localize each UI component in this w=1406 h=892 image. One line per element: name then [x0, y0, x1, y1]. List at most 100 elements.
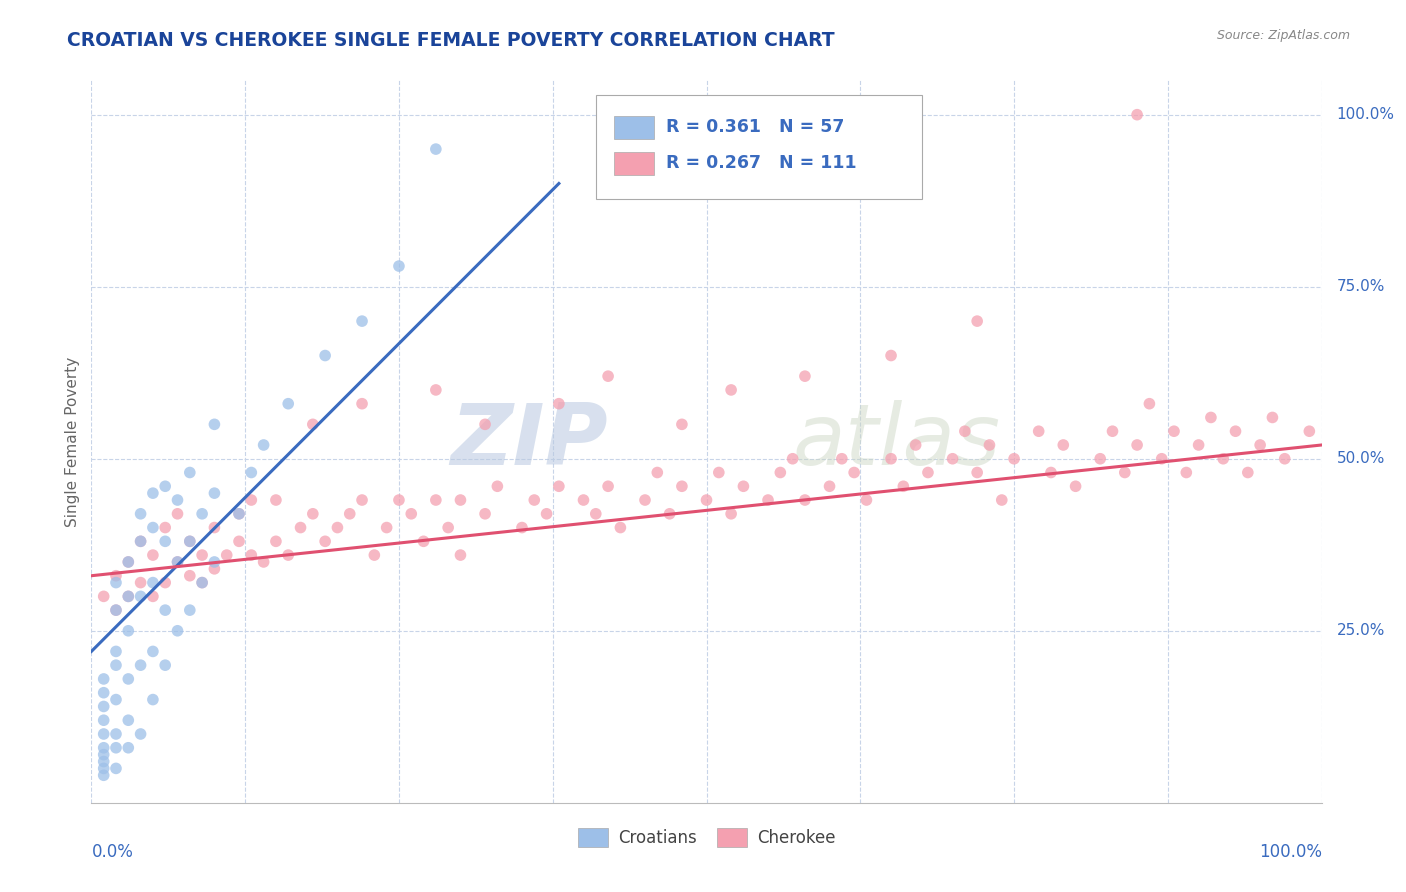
Point — [474, 417, 496, 432]
Point — [142, 575, 165, 590]
Text: 0.0%: 0.0% — [91, 843, 134, 861]
Point — [105, 740, 127, 755]
Point — [596, 479, 619, 493]
Point — [1298, 424, 1320, 438]
Point — [93, 755, 115, 769]
Point — [449, 548, 471, 562]
Point — [1126, 108, 1149, 122]
Point — [179, 534, 201, 549]
Point — [695, 493, 717, 508]
Point — [240, 466, 263, 480]
Point — [880, 349, 903, 363]
Point — [1175, 466, 1198, 480]
Point — [388, 259, 411, 273]
Point — [93, 672, 115, 686]
Point — [301, 507, 323, 521]
Point — [153, 534, 177, 549]
Text: 100.0%: 100.0% — [1336, 107, 1395, 122]
Point — [93, 727, 115, 741]
Point — [264, 493, 287, 508]
Point — [486, 479, 509, 493]
Point — [399, 507, 422, 521]
Point — [142, 692, 165, 706]
Point — [93, 713, 115, 727]
Point — [142, 590, 165, 604]
Point — [93, 590, 115, 604]
Point — [1052, 438, 1074, 452]
Point — [105, 761, 127, 775]
Point — [129, 658, 152, 673]
Point — [953, 424, 976, 438]
Point — [129, 590, 152, 604]
Point — [793, 369, 815, 384]
Point — [572, 493, 595, 508]
Text: 50.0%: 50.0% — [1336, 451, 1385, 467]
Point — [191, 507, 214, 521]
Point — [1237, 466, 1260, 480]
Point — [166, 493, 188, 508]
Point — [842, 466, 865, 480]
Point — [240, 548, 263, 562]
Point — [105, 692, 127, 706]
Point — [277, 548, 299, 562]
Point — [1212, 451, 1234, 466]
Point — [142, 520, 165, 534]
Point — [1126, 438, 1149, 452]
Point — [941, 451, 963, 466]
Point — [93, 699, 115, 714]
Point — [352, 314, 374, 328]
Point — [756, 493, 779, 508]
Legend: Croatians, Cherokee: Croatians, Cherokee — [571, 822, 842, 854]
Point — [425, 383, 447, 397]
Point — [412, 534, 434, 549]
FancyBboxPatch shape — [614, 152, 654, 175]
Point — [437, 520, 460, 534]
Point — [474, 507, 496, 521]
Point — [658, 507, 681, 521]
Point — [179, 534, 201, 549]
Point — [166, 624, 188, 638]
Point — [105, 568, 127, 582]
Point — [277, 397, 299, 411]
Point — [129, 575, 152, 590]
Point — [301, 417, 323, 432]
Point — [634, 493, 657, 508]
Point — [191, 575, 214, 590]
Text: 75.0%: 75.0% — [1336, 279, 1385, 294]
Point — [129, 727, 152, 741]
Point — [117, 672, 139, 686]
Point — [523, 493, 546, 508]
Point — [202, 555, 225, 569]
Point — [645, 466, 669, 480]
Point — [105, 575, 127, 590]
Text: atlas: atlas — [793, 400, 1001, 483]
Point — [117, 555, 139, 569]
Point — [191, 575, 214, 590]
Point — [1225, 424, 1247, 438]
Y-axis label: Single Female Poverty: Single Female Poverty — [65, 357, 80, 526]
Point — [782, 451, 804, 466]
Point — [179, 466, 201, 480]
Point — [93, 747, 115, 762]
Point — [904, 438, 927, 452]
Point — [93, 686, 115, 700]
Point — [191, 548, 214, 562]
Point — [536, 507, 558, 521]
Point — [880, 451, 903, 466]
Point — [793, 493, 815, 508]
Point — [1274, 451, 1296, 466]
Point — [1064, 479, 1087, 493]
Point — [202, 417, 225, 432]
Point — [1139, 397, 1161, 411]
Point — [1101, 424, 1123, 438]
Point — [585, 507, 607, 521]
Point — [105, 727, 127, 741]
Point — [707, 466, 730, 480]
Point — [1249, 438, 1271, 452]
Point — [202, 520, 225, 534]
Point — [720, 383, 742, 397]
Point — [153, 520, 177, 534]
Point — [264, 534, 287, 549]
Point — [818, 479, 841, 493]
Point — [339, 507, 361, 521]
